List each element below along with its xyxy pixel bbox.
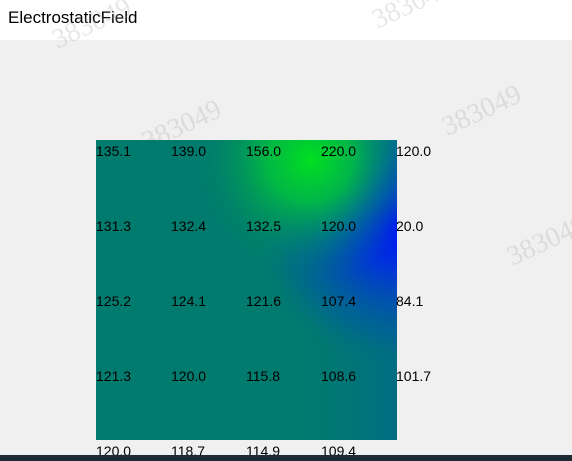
- field-value-cell: 108.6: [321, 368, 357, 384]
- field-value-cell: 107.4: [321, 293, 357, 309]
- field-value-cell: 131.3: [96, 218, 132, 234]
- field-value-cell: 220.0: [321, 143, 357, 159]
- field-value-cell: 156.0: [246, 143, 282, 159]
- field-value-cell: 132.4: [171, 218, 207, 234]
- field-value-cell: 20.0: [396, 218, 424, 234]
- field-value-cell: 121.3: [96, 368, 132, 384]
- field-value-cell: 115.8: [246, 368, 280, 384]
- field-gradient: [96, 140, 397, 440]
- field-value-cell: 120.0: [321, 218, 357, 234]
- window-title: ElectrostaticField: [8, 8, 138, 27]
- field-value-cell: 120.0: [171, 368, 207, 384]
- field-value-cell: 84.1: [396, 293, 424, 309]
- taskbar-edge: [0, 455, 572, 461]
- field-value-cell: 120.0: [396, 143, 432, 159]
- field-value-cell: 135.1: [96, 143, 132, 159]
- field-value-cell: 124.1: [171, 293, 207, 309]
- title-bar: ElectrostaticField: [0, 0, 572, 40]
- field-value-cell: 139.0: [171, 143, 207, 159]
- field-heatmap: [96, 140, 397, 440]
- field-value-cell: 121.6: [246, 293, 282, 309]
- field-value-cell: 125.2: [96, 293, 132, 309]
- field-value-cell: 132.5: [246, 218, 282, 234]
- field-value-cell: 101.7: [396, 368, 432, 384]
